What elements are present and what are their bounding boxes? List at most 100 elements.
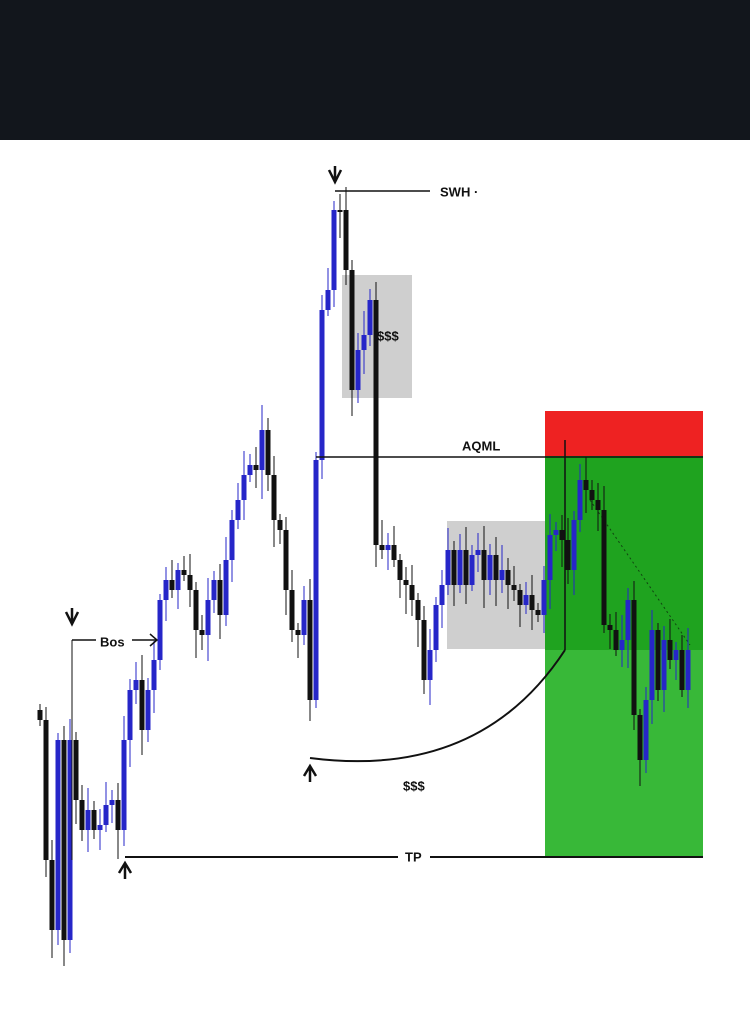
candle-body bbox=[637, 715, 643, 760]
candle-body bbox=[187, 575, 193, 590]
candle-body bbox=[151, 660, 157, 690]
tp-label: TP bbox=[405, 849, 422, 864]
candle-body bbox=[121, 740, 127, 830]
candle-body bbox=[265, 430, 271, 475]
candle-body bbox=[115, 800, 121, 830]
candle-body bbox=[475, 550, 481, 555]
candle-body bbox=[541, 580, 547, 615]
candle-body bbox=[535, 610, 541, 615]
down-arrow bbox=[327, 166, 343, 185]
candle-body bbox=[523, 595, 529, 605]
candle-body bbox=[217, 580, 223, 615]
candle-body bbox=[343, 210, 349, 270]
candle-body bbox=[49, 860, 55, 930]
candle-body bbox=[133, 680, 139, 690]
candle-body bbox=[169, 580, 175, 590]
candle-body bbox=[67, 740, 73, 940]
candle-body bbox=[331, 210, 337, 290]
candle-body bbox=[73, 740, 79, 800]
candle-body bbox=[109, 800, 115, 805]
candle-body bbox=[307, 600, 313, 700]
candle-body bbox=[247, 465, 253, 475]
candle-body bbox=[373, 300, 379, 545]
candle-body bbox=[253, 465, 259, 470]
candle-body bbox=[391, 545, 397, 560]
candle-body bbox=[463, 550, 469, 585]
candle-body bbox=[433, 605, 439, 650]
candle-body bbox=[457, 550, 463, 585]
candle-body bbox=[439, 585, 445, 605]
candle-body bbox=[175, 570, 181, 590]
candle-body bbox=[103, 805, 109, 825]
candle-body bbox=[349, 270, 355, 390]
candle-body bbox=[571, 520, 577, 570]
candle-body bbox=[469, 555, 475, 585]
candle-body bbox=[421, 620, 427, 680]
candle-body bbox=[631, 600, 637, 715]
trend-line bbox=[589, 499, 691, 646]
candle-body bbox=[589, 490, 595, 500]
candle-body bbox=[43, 720, 49, 860]
candle-body bbox=[499, 570, 505, 580]
down-arrow bbox=[64, 608, 80, 627]
profit-zone-upper bbox=[545, 456, 703, 650]
candle-body bbox=[529, 595, 535, 610]
candle-body bbox=[493, 555, 499, 580]
candle-body bbox=[505, 570, 511, 585]
up-arrow bbox=[302, 763, 318, 782]
candle-body bbox=[649, 630, 655, 700]
candle-body bbox=[487, 555, 493, 580]
curve bbox=[309, 649, 566, 763]
candle-body bbox=[241, 475, 247, 500]
candle-body bbox=[85, 810, 91, 830]
swh-label: SWH · bbox=[440, 184, 478, 199]
candle-body bbox=[595, 500, 601, 510]
candle-body bbox=[409, 585, 415, 600]
candle-body bbox=[385, 545, 391, 550]
candle-body bbox=[619, 640, 625, 650]
candle-body bbox=[517, 590, 523, 605]
candle-body bbox=[355, 350, 361, 390]
stop-loss-zone bbox=[545, 411, 703, 456]
candle-body bbox=[55, 740, 61, 930]
candle-body bbox=[601, 510, 607, 625]
candle-body bbox=[283, 530, 289, 590]
candle-body bbox=[163, 580, 169, 600]
candle-body bbox=[445, 550, 451, 585]
candle-body bbox=[229, 520, 235, 560]
candle-body bbox=[271, 475, 277, 520]
candles bbox=[37, 187, 691, 966]
candle-body bbox=[625, 600, 631, 640]
candle-body bbox=[145, 690, 151, 730]
candle-body bbox=[97, 825, 103, 830]
candle-body bbox=[607, 625, 613, 630]
candle-body bbox=[193, 590, 199, 630]
candle-body bbox=[325, 290, 331, 310]
candle-body bbox=[139, 680, 145, 730]
aqml-label: AQML bbox=[462, 438, 500, 453]
candle-body bbox=[673, 650, 679, 660]
candle-body bbox=[415, 600, 421, 620]
candle-body bbox=[397, 560, 403, 580]
up-arrow bbox=[117, 860, 133, 879]
candle-body bbox=[295, 630, 301, 635]
candle-body bbox=[205, 600, 211, 635]
candle-body bbox=[661, 640, 667, 690]
candle-body bbox=[481, 550, 487, 580]
candle-body bbox=[553, 530, 559, 535]
candle-body bbox=[337, 210, 343, 212]
candle-body bbox=[565, 540, 571, 570]
candle-body bbox=[655, 630, 661, 690]
candle-body bbox=[313, 460, 319, 700]
candle-body bbox=[511, 585, 517, 590]
candle-body bbox=[157, 600, 163, 660]
candle-body bbox=[259, 430, 265, 470]
candle-body bbox=[361, 335, 367, 350]
candle-body bbox=[127, 690, 133, 740]
candle-body bbox=[223, 560, 229, 615]
candle-body bbox=[61, 740, 67, 940]
candle-body bbox=[679, 650, 685, 690]
bos-label: Bos bbox=[100, 634, 125, 649]
